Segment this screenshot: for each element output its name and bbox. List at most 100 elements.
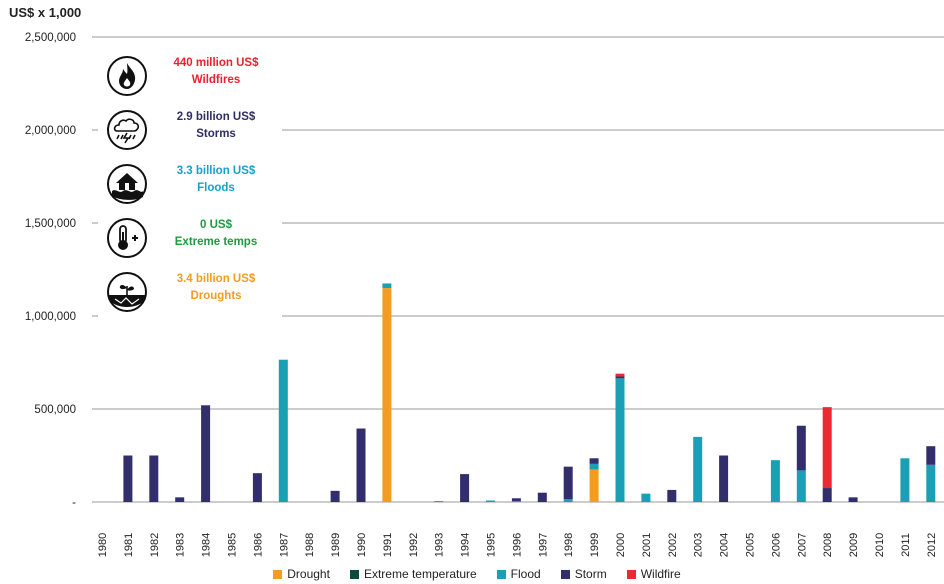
extreme-temps-amount: 0 US$ [200, 219, 232, 231]
x-tick-label: 2011 [900, 533, 912, 557]
legend-swatch [496, 569, 506, 579]
wildfire-label: Wildfires [191, 74, 241, 86]
x-tick-label: 1993 [434, 533, 446, 557]
y-tick-label: 1,500,000 [25, 218, 76, 230]
x-tick-label: 2007 [796, 533, 808, 557]
legend-label: Extreme temperature [363, 567, 477, 581]
bar-segment [382, 288, 392, 502]
legend-swatch [560, 569, 570, 579]
x-tick-label: 1983 [175, 533, 187, 557]
bar-segment [926, 446, 936, 465]
bar-segment [330, 490, 340, 502]
x-tick-label: 1985 [227, 533, 239, 557]
x-tick-label: 1992 [408, 533, 420, 557]
bar-segment [900, 458, 910, 502]
bar-segment [615, 376, 625, 379]
x-tick-label: 2002 [667, 533, 679, 557]
drought-icon [107, 272, 147, 312]
x-tick-label: 1990 [356, 533, 368, 557]
bar-segment [796, 470, 806, 502]
x-tick-label: 2006 [770, 533, 782, 557]
legend-label: Drought [287, 567, 330, 581]
bar-segment [511, 501, 521, 502]
storm-summary: 2.9 billion US$ Storms [98, 103, 282, 157]
fire-icon [107, 56, 147, 96]
x-tick-label: 1982 [149, 533, 161, 557]
x-tick-label: 1987 [278, 533, 290, 557]
y-tick-label: - [72, 497, 76, 509]
y-tick-label: 2,500,000 [25, 32, 76, 44]
summary-info-box: 440 million US$ Wildfires 2.9 billion US… [98, 45, 282, 321]
bar-segment [486, 500, 495, 502]
x-tick-label: 2010 [874, 533, 886, 557]
bar-segment [356, 428, 366, 502]
x-tick-label: 2004 [719, 533, 731, 557]
bar-segment [770, 460, 780, 502]
x-tick-label: 1980 [97, 533, 109, 557]
wildfire-amount: 440 million US$ [173, 57, 259, 69]
legend-label: Flood [510, 567, 541, 581]
bar-segment [201, 405, 211, 502]
x-tick-label: 1998 [563, 533, 575, 557]
bar-segment [796, 425, 806, 471]
bar-segment [615, 378, 625, 502]
extreme-temps-label: Extreme temps [174, 236, 258, 248]
x-tick-label: 1989 [330, 533, 342, 557]
drought-amount: 3.4 billion US$ [176, 273, 256, 285]
x-tick-label: 1981 [123, 533, 135, 557]
x-tick-label: 2001 [641, 533, 653, 557]
flood-icon [107, 164, 147, 204]
legend-item-flood: Flood [493, 567, 541, 581]
flood-amount: 3.3 billion US$ [176, 165, 256, 177]
bar-segment [278, 359, 288, 502]
bar-segment [149, 455, 159, 502]
x-tick-labels: 1980 1981 1982 1983 1984 1985 1986 1987 1988 1989… [97, 533, 938, 557]
y-tick-label: 2,000,000 [25, 125, 76, 137]
legend-item-drought: Drought [269, 567, 330, 581]
x-tick-label: 2009 [848, 533, 860, 557]
x-tick-label: 2000 [615, 533, 627, 557]
y-axis-unit-label: US$ x 1,000 [9, 5, 82, 20]
bar-segment [563, 499, 573, 502]
y-tick-labels: 2,500,000 2,000,000 1,500,000 1,000,000 500,… [25, 32, 76, 509]
bar-segment [382, 283, 392, 289]
bar-segment [252, 473, 262, 502]
legend-item-wildfire: Wildfire [623, 567, 681, 581]
bar-segment [434, 501, 444, 502]
drought-summary: 3.4 billion US$ Droughts [98, 265, 282, 319]
bar-segment [511, 498, 521, 502]
storm-icon [107, 110, 147, 150]
bar-segment [693, 436, 703, 502]
wildfire-summary: 440 million US$ Wildfires [98, 49, 282, 103]
x-tick-label: 1995 [486, 533, 498, 557]
x-tick-label: 2012 [926, 533, 938, 557]
x-tick-label: 1994 [460, 533, 472, 557]
legend-label: Wildfire [640, 567, 681, 581]
legend-item-storm: Storm [557, 567, 607, 581]
bar-segment [719, 455, 729, 502]
x-tick-label: 1997 [537, 533, 549, 557]
storm-label: Storms [196, 128, 236, 140]
bar-segment [563, 466, 573, 500]
x-tick-label: 1991 [382, 533, 394, 557]
legend-swatch [626, 569, 636, 579]
drought-label: Droughts [190, 290, 242, 302]
storm-amount: 2.9 billion US$ [176, 111, 256, 123]
bar-segment [589, 469, 599, 502]
bar-segment [615, 373, 625, 377]
bar-segment [460, 474, 470, 502]
legend-swatch [349, 569, 359, 579]
legend-item-extreme-temperature: Extreme temperature [346, 567, 477, 581]
x-tick-label: 1986 [252, 533, 264, 557]
bar-segment [822, 407, 832, 489]
x-tick-label: 1999 [589, 533, 601, 557]
bar-segment [589, 463, 599, 470]
x-tick-label: 2003 [693, 533, 705, 557]
x-tick-label: 1996 [511, 533, 523, 557]
flood-summary: 3.3 billion US$ Floods [98, 157, 282, 211]
bars [123, 283, 936, 502]
bar-segment [641, 493, 651, 502]
flood-label: Floods [197, 182, 235, 194]
bar-segment [848, 497, 858, 502]
